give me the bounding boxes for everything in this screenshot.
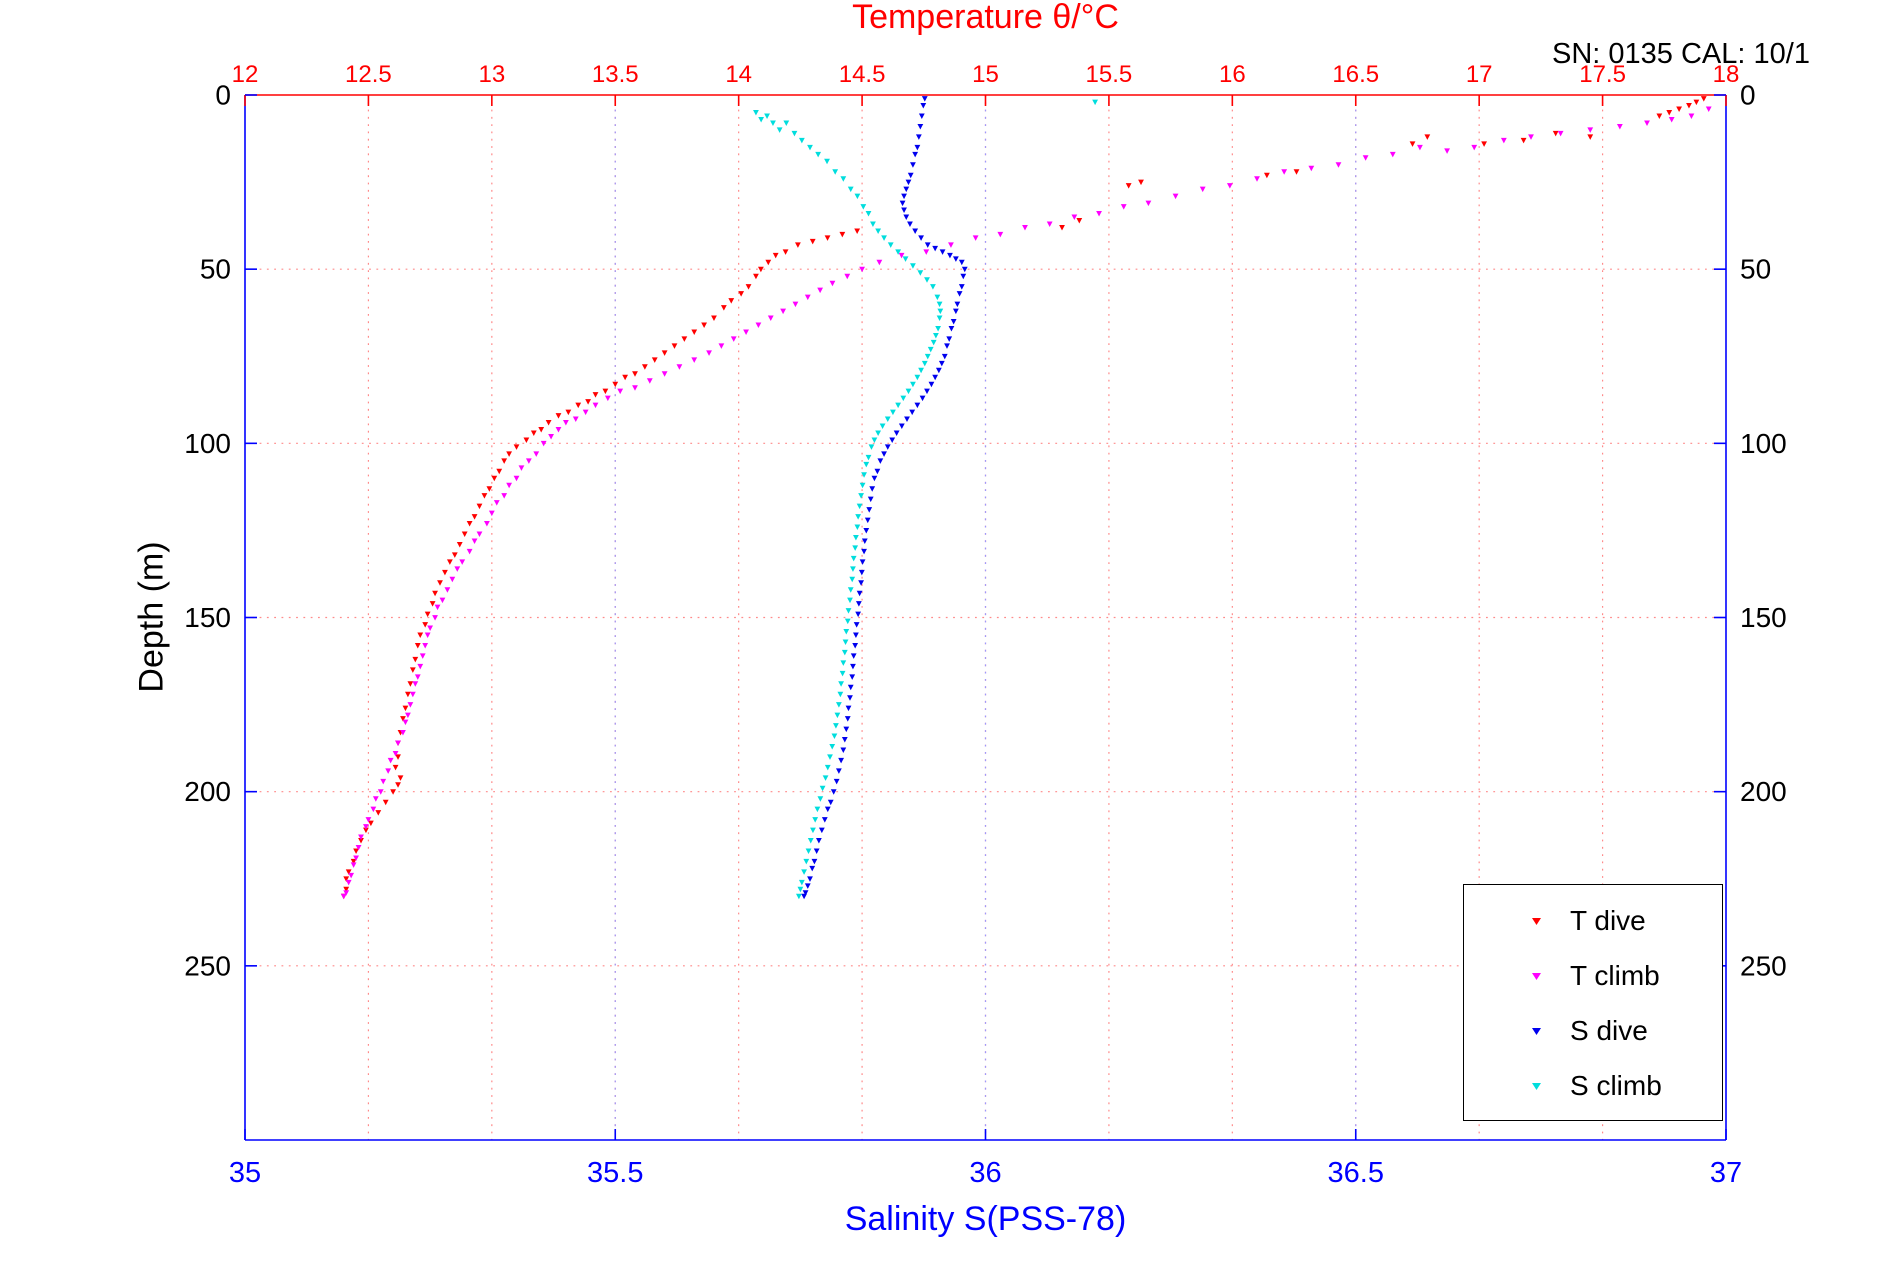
legend-box: T dive T climb S dive S climb bbox=[1463, 884, 1723, 1121]
salinity-tick-label: 35.5 bbox=[587, 1157, 643, 1189]
temperature-tick-label: 18 bbox=[1713, 61, 1740, 88]
legend-label: T dive bbox=[1570, 904, 1646, 936]
salinity-axis-label: Salinity S(PSS-78) bbox=[844, 1200, 1127, 1238]
temperature-tick-label: 17 bbox=[1466, 61, 1493, 88]
temperature-tick-label: 13.5 bbox=[592, 61, 639, 88]
temperature-tick-label: 14.5 bbox=[839, 61, 886, 88]
legend-marker-t-climb bbox=[1532, 972, 1541, 980]
legend-label: S dive bbox=[1570, 1014, 1648, 1046]
salinity-tick-label: 37 bbox=[1710, 1157, 1742, 1189]
depth-tick-label-left: 0 bbox=[215, 80, 231, 111]
depth-tick-label-left: 50 bbox=[200, 254, 231, 285]
depth-tick-label-left: 150 bbox=[184, 602, 231, 633]
legend-item-t-climb: T climb bbox=[1464, 948, 1722, 1003]
temperature-tick-label: 12.5 bbox=[345, 61, 392, 88]
legend-marker-s-climb bbox=[1532, 1082, 1541, 1090]
depth-tick-label-right: 0 bbox=[1740, 80, 1756, 111]
depth-tick-label-right: 100 bbox=[1740, 428, 1787, 459]
series-s-dive bbox=[801, 96, 968, 900]
legend-item-t-dive: T dive bbox=[1464, 893, 1722, 948]
temperature-tick-label: 16 bbox=[1219, 61, 1246, 88]
salinity-tick-label: 36.5 bbox=[1328, 1157, 1384, 1189]
salinity-tick-label: 35 bbox=[229, 1157, 261, 1189]
temperature-tick-label: 16.5 bbox=[1332, 61, 1379, 88]
depth-tick-label-right: 150 bbox=[1740, 602, 1787, 633]
temperature-axis-title: Temperature θ/°C bbox=[852, 0, 1119, 36]
series-t-climb bbox=[340, 106, 1712, 900]
temperature-tick-label: 12 bbox=[232, 61, 259, 88]
depth-tick-label-left: 250 bbox=[184, 950, 231, 981]
series-t-dive bbox=[340, 96, 1707, 900]
depth-tick-label-right: 50 bbox=[1740, 254, 1771, 285]
top-axis-temperature: 12 12.5 13 13.5 14 14.5 15 15.5 16 16.5 17 17.5 18 bbox=[232, 61, 1740, 106]
right-axis-depth: 0 50 100 150 200 250 bbox=[1714, 80, 1787, 981]
legend-marker-s-dive bbox=[1532, 1027, 1541, 1035]
legend-label: T climb bbox=[1570, 959, 1660, 991]
temperature-tick-label: 13 bbox=[478, 61, 505, 88]
series-s-climb bbox=[753, 99, 1098, 900]
legend-item-s-climb: S climb bbox=[1464, 1058, 1722, 1113]
depth-tick-label-right: 200 bbox=[1740, 776, 1787, 807]
salinity-tick-label: 36 bbox=[969, 1157, 1001, 1189]
sn-cal-annotation: SN: 0135 CAL: 10/1 bbox=[1552, 38, 1810, 70]
temperature-tick-label: 15 bbox=[972, 61, 999, 88]
temperature-tick-label: 14 bbox=[725, 61, 752, 88]
bottom-axis-salinity: 35 35.5 36 36.5 37 bbox=[229, 1129, 1742, 1189]
left-axis-depth: 0 50 100 150 200 250 bbox=[184, 80, 257, 981]
legend-label: S climb bbox=[1570, 1069, 1662, 1101]
legend-marker-t-dive bbox=[1532, 917, 1541, 925]
temperature-tick-label: 15.5 bbox=[1086, 61, 1133, 88]
depth-tick-label-right: 250 bbox=[1740, 950, 1787, 981]
legend-item-s-dive: S dive bbox=[1464, 1003, 1722, 1058]
depth-tick-label-left: 100 bbox=[184, 428, 231, 459]
depth-tick-label-left: 200 bbox=[184, 776, 231, 807]
temperature-tick-label: 17.5 bbox=[1579, 61, 1626, 88]
